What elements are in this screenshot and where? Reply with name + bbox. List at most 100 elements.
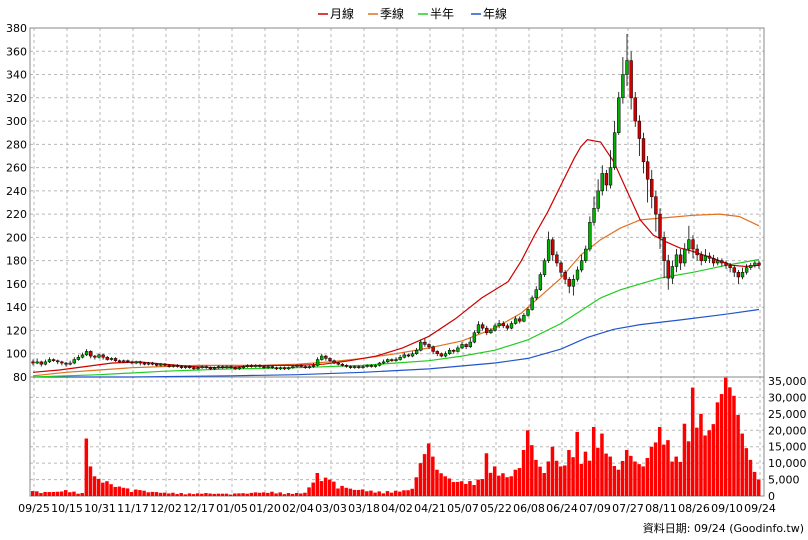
candle-body — [419, 341, 423, 351]
candle-body — [109, 358, 114, 360]
volume-bar — [109, 484, 113, 496]
volume-bar — [35, 491, 39, 496]
candle-body — [654, 196, 658, 215]
candle-body — [377, 362, 382, 366]
candle-body — [43, 361, 48, 365]
volume-bar — [303, 492, 307, 496]
candle-body — [320, 355, 324, 360]
candle-body — [373, 365, 378, 367]
date-tick: 10/31 — [84, 502, 116, 515]
volume-bar — [216, 493, 221, 496]
volume-bar — [290, 493, 295, 496]
volume-bar — [600, 433, 604, 496]
volume-bar — [488, 472, 493, 496]
price-tick: 240 — [6, 185, 27, 198]
volume-tick: 20,000 — [768, 424, 807, 437]
candle-body — [233, 367, 237, 370]
volume-bar — [183, 494, 188, 496]
volume-bar — [558, 466, 563, 496]
date-tick: 04/02 — [381, 502, 413, 515]
volume-bar — [191, 494, 196, 496]
volume-bar — [398, 491, 402, 496]
candle-body — [340, 363, 345, 366]
candle-body — [720, 260, 724, 264]
candle-body — [270, 366, 274, 368]
candle-body — [526, 309, 530, 316]
volume-bar — [51, 491, 56, 496]
volume-bar — [587, 460, 592, 496]
date-tick: 09/10 — [711, 502, 743, 515]
volume-bar — [142, 490, 146, 496]
candle-body — [736, 272, 741, 278]
volume-bar — [286, 493, 291, 496]
volume-bar — [678, 461, 683, 496]
volume-bar — [690, 387, 695, 496]
candle-body — [410, 353, 415, 357]
volume-bar — [393, 490, 398, 496]
volume-bar — [464, 483, 468, 496]
candle-body — [212, 367, 217, 370]
candle-body — [555, 254, 559, 264]
price-tick: 100 — [6, 348, 27, 361]
price-tick: 200 — [6, 231, 27, 244]
candle-body — [307, 366, 312, 368]
volume-bar — [212, 493, 216, 496]
candle-body — [51, 359, 56, 361]
candle-body — [468, 341, 472, 348]
volume-bar — [187, 493, 192, 496]
candlesticks — [31, 33, 761, 371]
volume-bar — [344, 487, 348, 496]
volume-bar — [228, 494, 233, 496]
volume-bar — [752, 471, 757, 496]
candle-body — [575, 269, 580, 280]
candle-body — [241, 366, 246, 368]
volume-bar — [327, 479, 332, 496]
volume-bar — [604, 453, 608, 496]
candle-body — [262, 366, 266, 368]
volume-bar — [96, 478, 101, 496]
volume-bar — [360, 489, 365, 496]
candle-body — [728, 265, 732, 268]
volume-bar — [224, 493, 229, 496]
candle-body — [39, 361, 43, 365]
date-tick: 02/04 — [282, 502, 314, 515]
volume-bar — [521, 450, 526, 496]
volume-bar — [76, 493, 80, 496]
volume-bar — [649, 446, 654, 496]
volume-bar — [530, 445, 534, 496]
candle-body — [245, 365, 250, 367]
candle-body — [732, 267, 736, 273]
date-tick: 12/17 — [183, 502, 215, 515]
date-tick: 05/07 — [447, 502, 479, 515]
date-tick: 01/20 — [249, 502, 281, 515]
candle-body — [324, 355, 328, 359]
candle-body — [530, 297, 534, 310]
candle-body — [501, 323, 505, 327]
volume-bars — [30, 377, 761, 496]
volume-bar — [542, 473, 546, 496]
candle-body — [159, 363, 163, 366]
ma-quarter-line — [32, 213, 760, 377]
candle-body — [596, 190, 600, 209]
volume-bar — [624, 450, 629, 496]
candle-body — [31, 361, 35, 364]
candle-body — [183, 366, 188, 368]
volume-bar — [237, 493, 241, 496]
candle-body — [122, 360, 126, 363]
volume-bar — [266, 492, 270, 496]
candle-body — [406, 354, 411, 357]
candle-body — [328, 358, 332, 361]
volume-tick: 35,000 — [768, 375, 807, 388]
volume-bar — [517, 468, 522, 496]
volume-bar — [204, 493, 208, 496]
volume-bar — [43, 491, 47, 496]
candle-body — [633, 97, 637, 122]
candle-body — [645, 161, 650, 180]
candle-body — [551, 239, 555, 256]
price-tick: 340 — [6, 69, 27, 82]
candle-body — [608, 167, 613, 186]
volume-bar — [567, 450, 571, 496]
volume-bar — [59, 491, 64, 496]
volume-tick: 0 — [768, 490, 775, 503]
volume-bar — [30, 491, 35, 496]
